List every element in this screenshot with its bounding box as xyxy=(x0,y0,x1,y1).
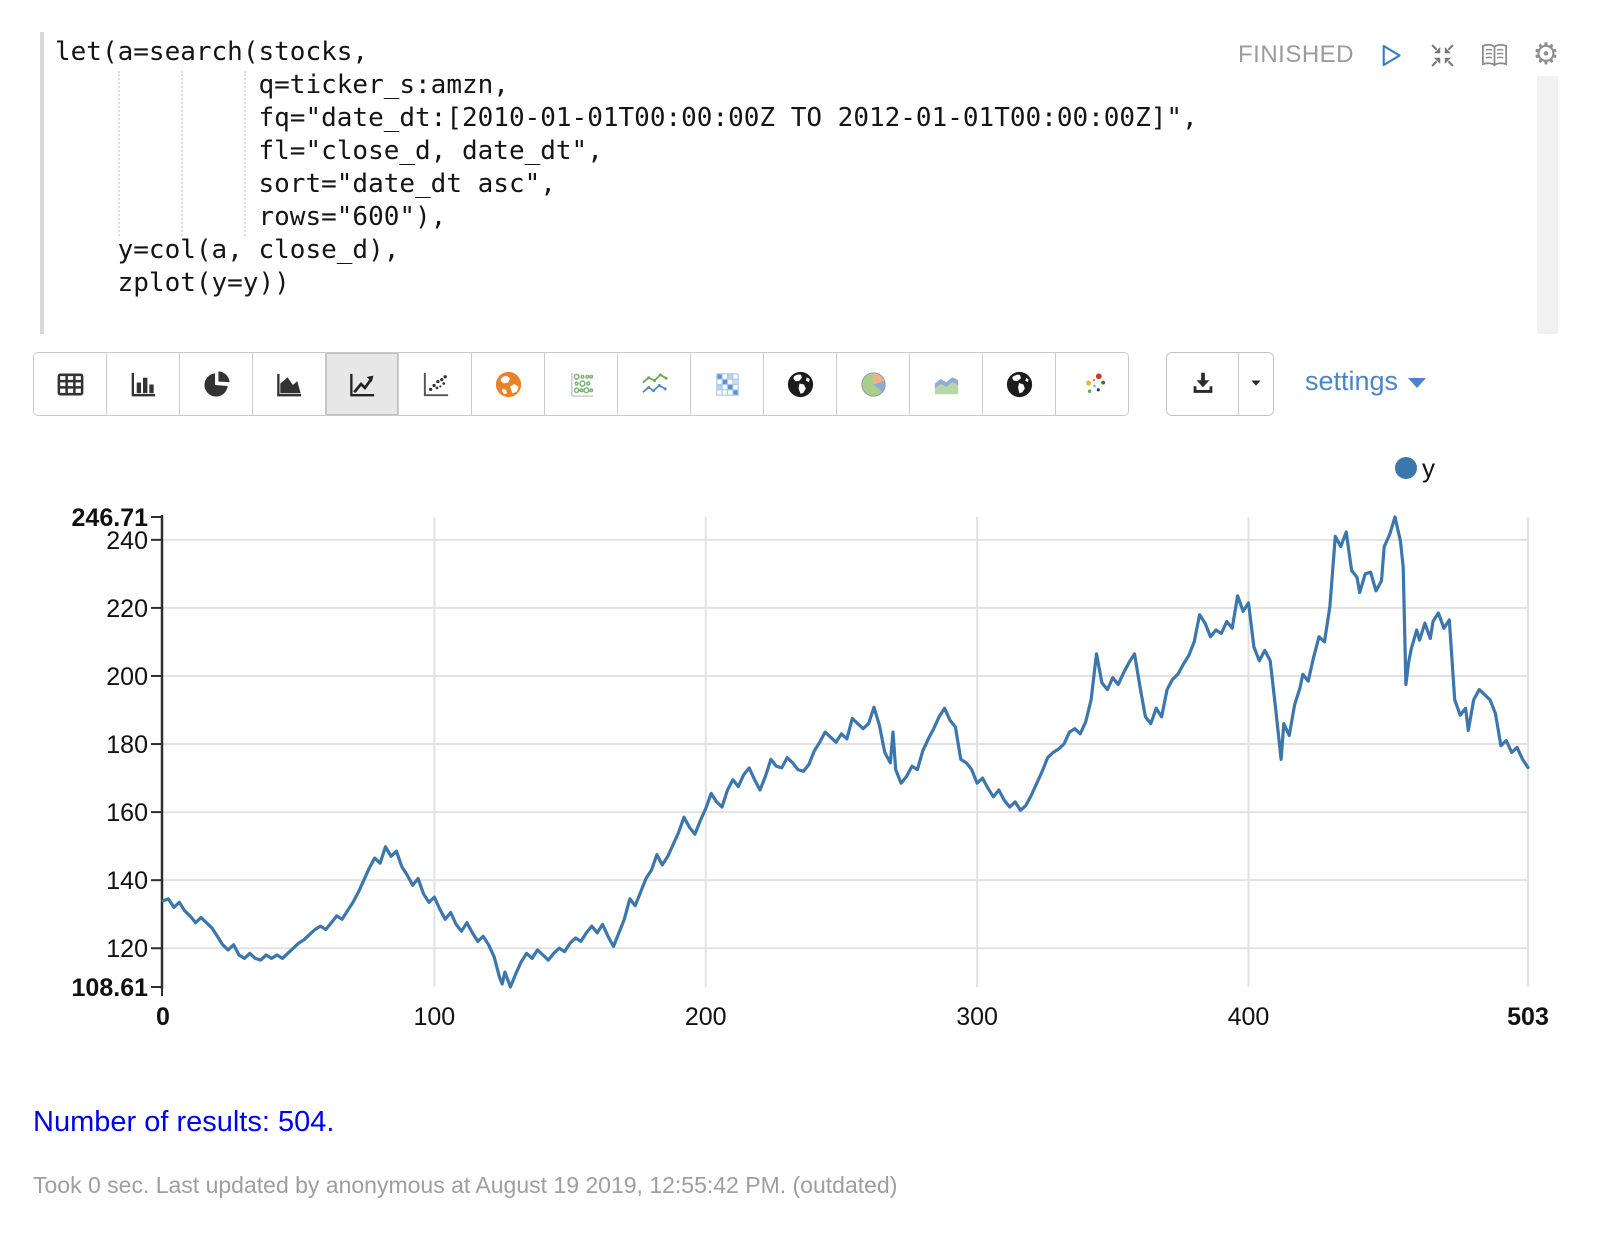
table-button[interactable] xyxy=(34,353,107,415)
y-axis-label: 220 xyxy=(106,595,148,623)
legend-label: y xyxy=(1422,453,1435,483)
area-chart-icon xyxy=(274,369,305,400)
x-axis-label: 200 xyxy=(685,1003,727,1031)
area-color-icon xyxy=(931,369,962,400)
gear-icon: ⚙ xyxy=(1532,38,1560,71)
x-axis-label: 400 xyxy=(1228,1003,1270,1031)
collapse-button[interactable] xyxy=(1426,39,1458,71)
multi-line-chart-icon xyxy=(639,369,670,400)
code-editor[interactable]: let(a=search(stocks, q=ticker_s:amzn, fq… xyxy=(55,37,1198,298)
paragraph-meta: Took 0 sec. Last updated by anonymous at… xyxy=(33,1172,898,1198)
bar-chart-button[interactable] xyxy=(107,353,180,415)
pie-color-button[interactable] xyxy=(837,353,910,415)
download-split-button xyxy=(1166,352,1274,416)
indent-guide xyxy=(244,71,246,236)
settings-label: settings xyxy=(1305,366,1399,396)
show-editor-button[interactable] xyxy=(1478,39,1510,71)
scatter-chart-button[interactable] xyxy=(399,353,472,415)
y-axis-label: 140 xyxy=(106,867,148,895)
scrollbar[interactable] xyxy=(1537,76,1558,334)
scatter-color-icon xyxy=(1077,369,1108,400)
y-axis-label: 200 xyxy=(106,663,148,691)
paragraph-gutter-line xyxy=(40,32,44,334)
bubble-chart-button[interactable] xyxy=(545,353,618,415)
y-axis-label: 246.71 xyxy=(72,504,149,532)
visualization-toolbar: settings xyxy=(33,352,1593,416)
caret-down-icon xyxy=(1248,375,1264,394)
pie-chart-icon xyxy=(201,369,232,400)
area-color-button[interactable] xyxy=(910,353,983,415)
multi-line-chart-button[interactable] xyxy=(618,353,691,415)
globe-dark-2-button[interactable] xyxy=(983,353,1056,415)
download-icon xyxy=(1188,368,1218,401)
heatmap-button[interactable] xyxy=(691,353,764,415)
settings-link[interactable]: settings xyxy=(1305,366,1427,397)
book-icon xyxy=(1479,40,1510,71)
line-chart-button[interactable] xyxy=(326,353,399,415)
run-button[interactable] xyxy=(1374,39,1406,71)
series-line-y xyxy=(161,515,1530,989)
scatter-color-button[interactable] xyxy=(1056,353,1128,415)
x-axis-label: 300 xyxy=(956,1003,998,1031)
caret-down-icon xyxy=(1408,378,1427,388)
download-button[interactable] xyxy=(1167,353,1239,415)
line-chart-icon xyxy=(347,369,378,400)
y-axis-label: 180 xyxy=(106,731,148,759)
x-axis-label: 503 xyxy=(1507,1003,1549,1031)
bar-chart-icon xyxy=(128,369,159,400)
y-axis-label: 120 xyxy=(106,935,148,963)
table-icon xyxy=(55,369,86,400)
download-caret-button[interactable] xyxy=(1239,353,1273,415)
paragraph-settings-button[interactable]: ⚙ xyxy=(1530,39,1562,71)
chart-type-toolbar xyxy=(33,352,1129,416)
indent-guide xyxy=(181,71,183,236)
globe-dark-icon xyxy=(785,369,816,400)
play-icon xyxy=(1376,41,1405,70)
paragraph-controls: FINISHED ⚙ xyxy=(1238,38,1562,72)
map-orange-button[interactable] xyxy=(472,353,545,415)
globe-dark-1-button[interactable] xyxy=(764,353,837,415)
globe-orange-icon xyxy=(493,369,524,400)
y-axis-label: 240 xyxy=(106,527,148,555)
heatmap-icon xyxy=(712,369,743,400)
scatter-chart-icon xyxy=(420,369,451,400)
results-count: Number of results: 504. xyxy=(33,1106,335,1138)
legend-dot xyxy=(1395,457,1417,479)
y-axis-label: 108.61 xyxy=(72,974,149,1002)
pie-chart-button[interactable] xyxy=(180,353,253,415)
y-axis-label: 160 xyxy=(106,799,148,827)
compress-icon xyxy=(1428,41,1457,70)
x-axis-label: 0 xyxy=(156,1003,170,1031)
pie-color-icon xyxy=(858,369,889,400)
globe-dark2-icon xyxy=(1004,369,1035,400)
x-axis-label: 100 xyxy=(414,1003,456,1031)
indent-guide xyxy=(118,71,120,236)
legend-item-y[interactable]: y xyxy=(1395,453,1435,483)
status-badge: FINISHED xyxy=(1237,41,1354,68)
area-chart-button[interactable] xyxy=(253,353,326,415)
bubble-chart-icon xyxy=(566,369,597,400)
